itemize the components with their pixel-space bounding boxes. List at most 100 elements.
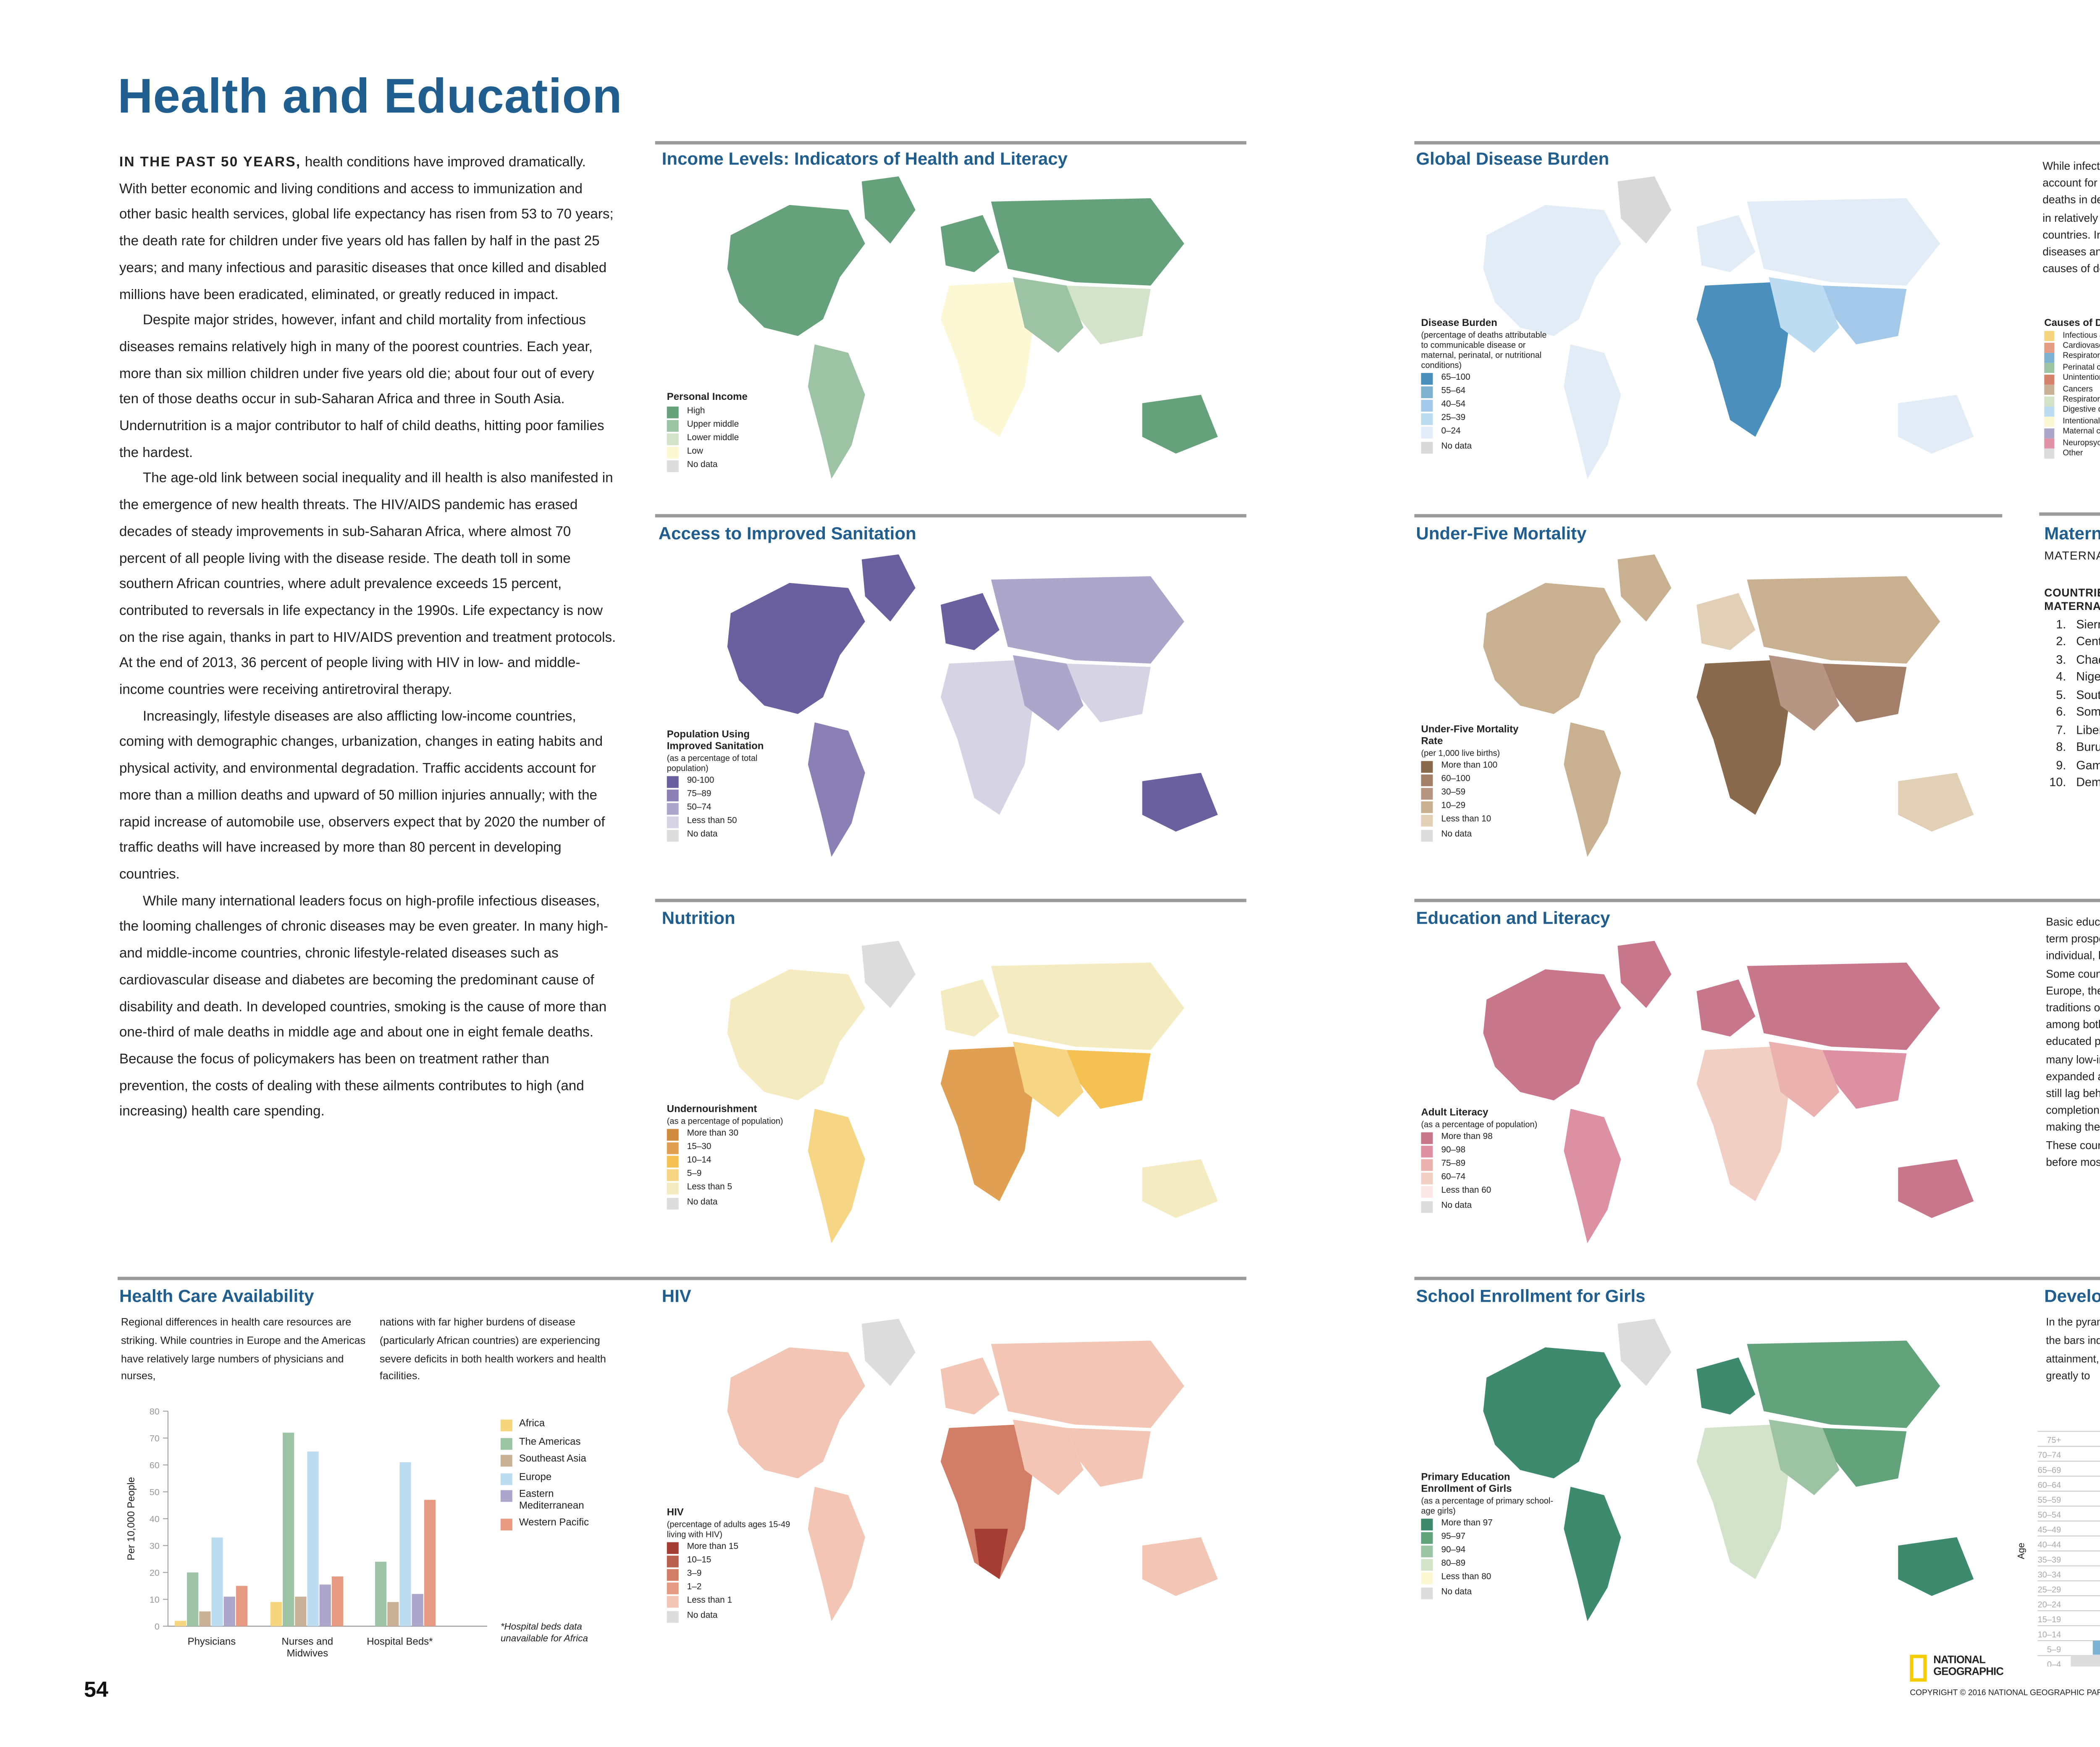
legend-item: 10–15 (667, 1554, 801, 1568)
legend-swatch (2044, 449, 2055, 460)
table-row: 7.Liberia725 (2056, 722, 2100, 737)
literacy-legend: Adult Literacy (as a percentage of popul… (1421, 1109, 1538, 1213)
disease-text-col1: While infectious and parasitic diseases … (2042, 161, 2100, 276)
legend-item: 15–30 (667, 1141, 785, 1155)
legend-item: 90–98 (1421, 1144, 1538, 1158)
natgeo-logo-icon (1910, 1655, 1927, 1682)
population-pyramids: 0–4 5–9 10–14 15–19 20–24 25–29 30–34 35–39 40–4… (2016, 1431, 2100, 1667)
svg-text:80: 80 (150, 1406, 160, 1416)
legend-swatch (667, 789, 679, 801)
copyright: COPYRIGHT © 2016 NATIONAL GEOGRAPHIC PAR… (1910, 1690, 2100, 1699)
education-text-col1: Basic education is an investment for the… (2046, 917, 2100, 1169)
legend-item: Neuropsychiatric disorders (2044, 438, 2100, 449)
section-rule (2039, 512, 2100, 516)
legend-swatch (1421, 413, 1433, 426)
human-capital-title: Developing Human Capital (2044, 1287, 2100, 1307)
legend-swatch (667, 1610, 679, 1622)
table-row: 6.Somalia732 (2056, 704, 2100, 720)
legend-item: 25–39 (1421, 412, 1555, 426)
legend-item: Cardiovascular diseases (2044, 342, 2100, 352)
svg-text:55–59: 55–59 (2038, 1495, 2061, 1505)
legend-swatch (667, 1142, 679, 1154)
legend-swatch (1421, 1173, 1433, 1185)
legend-swatch (1421, 427, 1433, 439)
nutrition-map-title: Nutrition (662, 909, 735, 929)
literacy-world-map (1483, 940, 1974, 1243)
svg-text:Hospital Beds*: Hospital Beds* (367, 1636, 433, 1647)
legend-swatch (667, 817, 679, 829)
healthcare-title: Health Care Availability (119, 1287, 314, 1307)
maternal-title: Maternal Mortality (2044, 524, 2100, 544)
legend-item: Maternal conditions (2044, 428, 2100, 439)
under5-map-title: Under-Five Mortality (1416, 524, 1587, 544)
hiv-map-title: HIV (662, 1287, 691, 1307)
legend-item: 40–54 (1421, 399, 1555, 412)
legend-item: Perinatal conditions (2044, 363, 2100, 374)
legend-item: Less than 5 (667, 1182, 785, 1196)
legend-swatch (1421, 1186, 1433, 1198)
maternal-highest-table: COUNTRIES WITH THE HIGHEST MATERNAL MORT… (2044, 588, 2100, 792)
legend-item: Africa (500, 1419, 590, 1437)
svg-text:10–14: 10–14 (2038, 1630, 2061, 1639)
legend-swatch (667, 1183, 679, 1195)
legend-swatch (667, 1555, 679, 1567)
legend-item: 75–89 (1421, 1158, 1538, 1172)
section-rule (1414, 514, 2003, 518)
section-rule (1414, 141, 2100, 144)
legend-item: 60–74 (1421, 1172, 1538, 1186)
healthcare-footnote: *Hospital beds data unavailable for Afri… (500, 1623, 588, 1645)
section-rule (1414, 898, 2100, 902)
legend-item: More than 100 (1421, 759, 1538, 773)
natgeo-wordmark: NATIONAL GEOGRAPHIC (1933, 1655, 2004, 1679)
legend-swatch (500, 1518, 512, 1531)
legend-item: 50–74 (667, 802, 785, 816)
legend-item: No data (667, 1609, 801, 1623)
income-legend: Personal Income High Upper middle Lower mi… (667, 393, 748, 474)
legend-item: No data (667, 460, 748, 474)
legend-swatch (667, 1541, 679, 1553)
legend-item: 10–29 (1421, 801, 1538, 814)
legend-item: More than 98 (1421, 1131, 1538, 1145)
legend-swatch (1421, 399, 1433, 412)
svg-text:Per 10,000 People: Per 10,000 People (126, 1477, 137, 1560)
legend-swatch (1421, 801, 1433, 814)
table-row: 10.Dem. Rep. of the Congo693 (2049, 775, 2100, 790)
healthcare-legend: Africa The Americas Southeast Asia Europe Ea… (500, 1419, 590, 1536)
legend-swatch (2044, 342, 2055, 352)
legend-item: Digestive diseases (2044, 406, 2100, 417)
legend-item: Unintentional injuries (2044, 374, 2100, 385)
healthcare-text-col1: Regional differences in health care reso… (121, 1317, 366, 1384)
svg-text:5–9: 5–9 (2047, 1645, 2061, 1654)
legend-item: Europe (500, 1472, 590, 1490)
legend-item: Other (2044, 449, 2100, 460)
legend-item: Intentional injuries (2044, 417, 2100, 428)
svg-text:40–44: 40–44 (2038, 1540, 2061, 1550)
disease-world-map (1483, 176, 1974, 479)
hiv-world-map (727, 1319, 1218, 1621)
svg-text:65–69: 65–69 (2038, 1466, 2061, 1475)
svg-text:60: 60 (150, 1460, 160, 1470)
section-rule (117, 1277, 1247, 1280)
intro-text: IN THE PAST 50 YEARS, health conditions … (119, 150, 617, 1126)
intro-paragraph-2: Despite major strides, however, infant a… (119, 311, 604, 460)
legend-swatch (500, 1490, 512, 1502)
legend-item: Less than 1 (667, 1595, 801, 1609)
legend-item: 5–9 (667, 1169, 785, 1182)
legend-swatch (1421, 1545, 1433, 1558)
legend-item: Southeast Asia (500, 1455, 590, 1472)
svg-text:20–24: 20–24 (2038, 1600, 2061, 1610)
legend-item: 65–100 (1421, 371, 1555, 385)
svg-text:60–64: 60–64 (2038, 1481, 2061, 1490)
legend-item: Less than 50 (667, 816, 785, 830)
girls-world-map (1483, 1319, 1974, 1621)
legend-swatch (667, 830, 679, 843)
intro-paragraph-1: IN THE PAST 50 YEARS, health conditions … (119, 152, 614, 302)
svg-text:70: 70 (150, 1433, 160, 1443)
legend-item: 75–89 (667, 788, 785, 802)
legend-swatch (1421, 815, 1433, 828)
legend-swatch (2044, 331, 2055, 342)
legend-swatch (1421, 788, 1433, 800)
nutrition-world-map (727, 940, 1218, 1243)
legend-item: The Americas (500, 1437, 590, 1455)
svg-text:Midwives: Midwives (287, 1647, 328, 1659)
